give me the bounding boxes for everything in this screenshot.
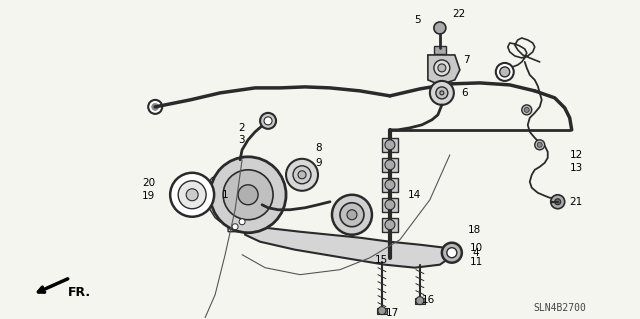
Circle shape xyxy=(239,219,245,225)
Circle shape xyxy=(347,210,357,220)
Polygon shape xyxy=(382,218,398,232)
Text: 5: 5 xyxy=(415,15,421,25)
Text: 3: 3 xyxy=(239,135,245,145)
Text: 22: 22 xyxy=(452,9,465,19)
Polygon shape xyxy=(245,225,455,268)
Circle shape xyxy=(378,307,386,315)
Circle shape xyxy=(385,200,395,210)
Circle shape xyxy=(551,195,564,209)
Circle shape xyxy=(264,117,272,125)
Circle shape xyxy=(438,64,446,72)
Circle shape xyxy=(298,171,306,179)
Circle shape xyxy=(340,203,364,227)
Polygon shape xyxy=(377,308,387,314)
Polygon shape xyxy=(382,138,398,152)
Circle shape xyxy=(232,224,238,230)
Text: 13: 13 xyxy=(570,163,583,173)
Text: 4: 4 xyxy=(473,248,479,258)
Polygon shape xyxy=(382,158,398,172)
Circle shape xyxy=(434,22,446,34)
Text: FR.: FR. xyxy=(68,286,92,299)
Circle shape xyxy=(170,173,214,217)
Circle shape xyxy=(260,113,276,129)
Text: 6: 6 xyxy=(461,88,467,98)
Text: 2: 2 xyxy=(239,123,245,133)
Text: 21: 21 xyxy=(570,197,583,207)
Circle shape xyxy=(500,67,510,77)
Text: 19: 19 xyxy=(142,191,155,201)
Text: 7: 7 xyxy=(463,55,470,65)
Text: 17: 17 xyxy=(387,308,399,318)
Text: 9: 9 xyxy=(316,158,322,168)
Circle shape xyxy=(148,100,162,114)
Polygon shape xyxy=(178,189,188,196)
Text: 10: 10 xyxy=(470,243,483,253)
Polygon shape xyxy=(382,198,398,212)
Polygon shape xyxy=(206,175,230,222)
Circle shape xyxy=(178,181,206,209)
Circle shape xyxy=(223,170,273,220)
Text: 12: 12 xyxy=(570,150,583,160)
Text: 15: 15 xyxy=(375,255,388,265)
Polygon shape xyxy=(228,218,246,232)
Circle shape xyxy=(496,63,514,81)
Text: 14: 14 xyxy=(408,190,421,200)
Text: 11: 11 xyxy=(470,257,483,267)
Text: 20: 20 xyxy=(142,178,155,188)
Circle shape xyxy=(430,81,454,105)
Circle shape xyxy=(385,220,395,230)
Text: 1: 1 xyxy=(221,190,228,200)
Circle shape xyxy=(332,195,372,235)
Circle shape xyxy=(555,199,561,205)
Circle shape xyxy=(440,91,444,95)
Circle shape xyxy=(522,105,532,115)
Circle shape xyxy=(524,108,529,112)
Circle shape xyxy=(385,180,395,190)
Circle shape xyxy=(385,160,395,170)
Circle shape xyxy=(416,297,424,305)
Polygon shape xyxy=(178,197,188,204)
Circle shape xyxy=(152,103,159,110)
Circle shape xyxy=(535,140,545,150)
Text: 16: 16 xyxy=(422,295,435,305)
Polygon shape xyxy=(415,298,425,304)
Circle shape xyxy=(238,185,258,205)
Circle shape xyxy=(186,189,198,201)
Circle shape xyxy=(293,166,311,184)
Circle shape xyxy=(210,157,286,233)
Text: SLN4B2700: SLN4B2700 xyxy=(533,303,586,313)
Circle shape xyxy=(537,142,542,147)
Polygon shape xyxy=(428,55,460,85)
Circle shape xyxy=(385,140,395,150)
Circle shape xyxy=(286,159,318,191)
Polygon shape xyxy=(382,178,398,192)
Circle shape xyxy=(447,248,457,258)
Circle shape xyxy=(436,87,448,99)
Polygon shape xyxy=(218,160,272,210)
Circle shape xyxy=(442,243,462,263)
Circle shape xyxy=(434,60,450,76)
Polygon shape xyxy=(434,46,446,54)
Text: 18: 18 xyxy=(468,225,481,235)
Text: 8: 8 xyxy=(316,143,322,153)
